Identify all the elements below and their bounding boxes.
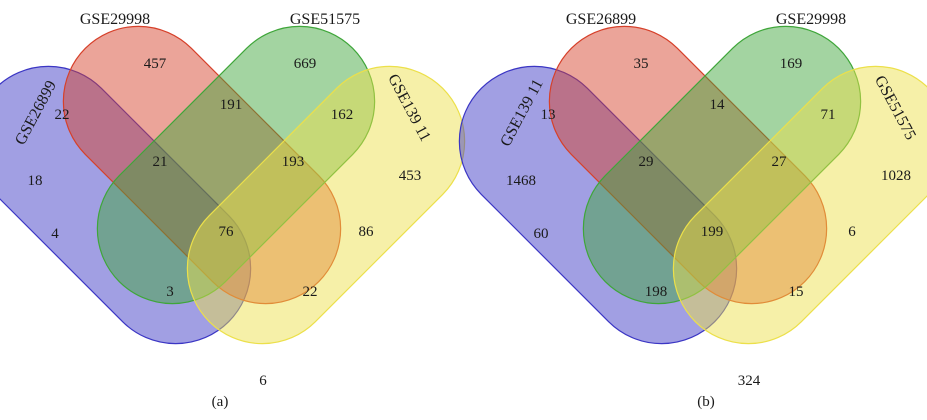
set-shape-b (62, 25, 342, 305)
region-count-c: 169 (780, 56, 803, 72)
set-shape-c (582, 25, 862, 305)
region-count-b: 35 (634, 56, 649, 72)
region-count-ad: 324 (738, 373, 761, 389)
set-shape-a (458, 65, 738, 345)
set-label-c: GSE29998 (776, 11, 846, 28)
region-count-bd: 86 (359, 224, 375, 240)
region-count-ac: 4 (51, 226, 59, 242)
region-count-ad: 6 (259, 373, 267, 389)
region-count-d: 1028 (881, 168, 911, 184)
region-count-bcd: 193 (282, 154, 305, 170)
region-count-acd: 198 (645, 284, 668, 300)
region-count-bc: 191 (220, 97, 243, 113)
set-shape-b (548, 25, 828, 305)
region-count-a: 18 (28, 173, 43, 189)
region-count-abd: 22 (303, 284, 318, 300)
region-count-bc: 14 (710, 97, 726, 113)
region-count-ac: 60 (534, 226, 549, 242)
region-count-b: 457 (144, 56, 167, 72)
set-label-c: GSE51575 (290, 11, 360, 28)
set-label-b: GSE29998 (80, 11, 150, 28)
region-count-ab: 13 (541, 107, 556, 123)
region-count-abd: 15 (789, 284, 804, 300)
set-label-b: GSE26899 (566, 11, 636, 28)
set-shape-d (186, 65, 466, 345)
region-count-cd: 162 (331, 107, 354, 123)
set-shape-a (0, 65, 252, 345)
region-count-abc: 21 (153, 154, 168, 170)
region-count-d: 453 (399, 168, 422, 184)
set-shape-c (96, 25, 376, 305)
region-count-abc: 29 (639, 154, 654, 170)
set-shape-d (672, 65, 927, 345)
region-count-ab: 22 (55, 107, 70, 123)
region-count-acd: 3 (166, 284, 174, 300)
region-count-abcd: 199 (701, 224, 724, 240)
region-count-abcd: 76 (219, 224, 235, 240)
region-count-c: 669 (294, 56, 317, 72)
panel-label: (a) (212, 394, 229, 410)
region-count-bd: 6 (848, 224, 856, 240)
region-count-a: 1468 (506, 173, 536, 189)
panel-label: (b) (697, 394, 715, 410)
region-count-cd: 71 (821, 107, 836, 123)
region-count-bcd: 27 (772, 154, 788, 170)
